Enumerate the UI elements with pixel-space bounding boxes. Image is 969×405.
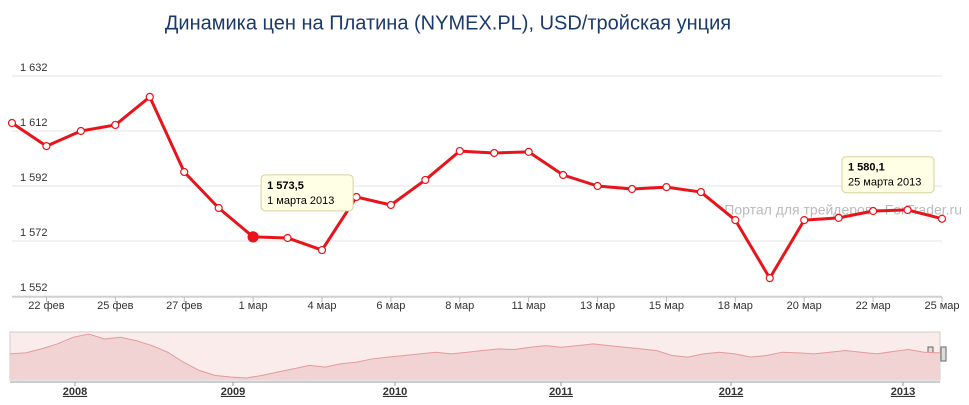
data-point xyxy=(247,231,259,243)
y-tick-label: 1 632 xyxy=(20,62,48,74)
y-tick-label: 1 592 xyxy=(20,172,48,184)
data-point xyxy=(352,192,361,202)
x-tick-label: 20 мар xyxy=(787,300,822,312)
data-point xyxy=(421,175,430,185)
x-tick-label: 8 мар xyxy=(445,300,474,312)
tooltip-value: 1 580,1 xyxy=(848,162,885,174)
data-point xyxy=(834,213,843,222)
series-line xyxy=(11,95,943,280)
chart-title: Динамика цен на Платина (NYMEX.PL), USD/… xyxy=(165,12,731,34)
x-tick-label: 13 мар xyxy=(580,300,615,312)
data-point xyxy=(76,126,85,136)
watermark: Портал для трейдеров - ForTrader.ru xyxy=(724,202,962,218)
tooltip-date: 25 марта 2013 xyxy=(848,177,921,189)
tooltip-value: 1 573,5 xyxy=(267,180,304,192)
data-point xyxy=(283,233,292,243)
x-tick-label: 22 фев xyxy=(28,300,64,312)
data-point xyxy=(696,187,705,197)
x-tick-label: 22 мар xyxy=(856,300,891,312)
x-tick-label: 1 мар xyxy=(239,300,268,312)
data-point xyxy=(386,200,395,210)
tooltip-date: 1 марта 2013 xyxy=(267,195,334,207)
tooltip: 1 580,1 25 марта 2013 xyxy=(841,156,935,194)
data-point xyxy=(524,147,533,156)
tooltip-box xyxy=(260,174,354,212)
x-tick-label: 27 фев xyxy=(166,300,202,312)
navigator-year: 2012 xyxy=(719,386,743,398)
data-point xyxy=(937,214,947,223)
data-point xyxy=(593,181,602,191)
x-tick-label: 25 мар xyxy=(924,300,959,312)
data-point xyxy=(800,216,809,225)
x-tick-label: 25 фев xyxy=(97,300,133,312)
data-point xyxy=(490,148,499,158)
data-point xyxy=(627,184,637,194)
y-tick-label: 1 552 xyxy=(20,282,48,294)
data-point xyxy=(7,118,17,128)
tooltip-box xyxy=(841,156,935,194)
data-point xyxy=(559,170,568,180)
data-point xyxy=(42,142,51,151)
data-point xyxy=(455,146,464,156)
data-point xyxy=(214,203,223,213)
x-tick-label: 11 мар xyxy=(512,300,546,312)
y-tick-label: 1 612 xyxy=(20,117,48,129)
data-point xyxy=(317,245,327,255)
navigator-handle[interactable] xyxy=(940,346,947,362)
navigator-year: 2010 xyxy=(383,386,407,398)
data-point xyxy=(765,274,774,283)
data-point xyxy=(662,183,671,192)
tooltip: 1 573,5 1 марта 2013 xyxy=(260,174,354,212)
x-tick-label: 6 мар xyxy=(376,300,405,312)
data-point xyxy=(145,92,154,102)
data-point xyxy=(903,205,912,215)
data-point xyxy=(111,120,120,130)
navigator-year: 2011 xyxy=(549,386,573,398)
data-point xyxy=(869,206,878,216)
y-tick-label: 1 572 xyxy=(20,227,48,239)
data-point xyxy=(731,216,740,225)
navigator-area xyxy=(10,334,940,380)
x-tick-label: 18 мар xyxy=(718,300,753,312)
x-tick-label: 15 мар xyxy=(649,300,684,312)
navigator-line xyxy=(9,333,941,379)
navigator-year: 2013 xyxy=(891,386,915,398)
x-tick-label: 4 мар xyxy=(308,300,337,312)
navigator-year: 2008 xyxy=(63,386,87,398)
data-point xyxy=(180,167,189,177)
navigator-year: 2009 xyxy=(221,386,245,398)
